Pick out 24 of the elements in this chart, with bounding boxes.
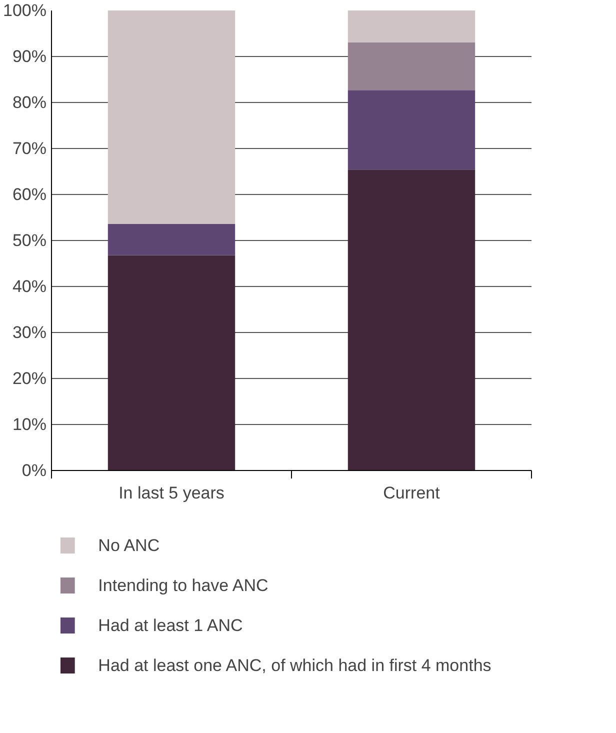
legend-label: Intending to have ANC bbox=[98, 576, 268, 595]
bar bbox=[348, 42, 476, 90]
bar bbox=[108, 255, 236, 470]
bar bbox=[348, 170, 476, 470]
y-tick-label: 30% bbox=[12, 323, 47, 342]
y-tick-label: 0% bbox=[22, 461, 47, 480]
y-tick-label: 90% bbox=[12, 47, 47, 66]
bar bbox=[348, 90, 476, 170]
bar bbox=[108, 10, 236, 224]
legend-label: Had at least 1 ANC bbox=[98, 616, 243, 635]
y-tick-label: 100% bbox=[3, 1, 47, 20]
bar bbox=[108, 224, 236, 256]
y-tick-label: 80% bbox=[12, 93, 47, 112]
y-tick-label: 60% bbox=[12, 185, 47, 204]
x-tick-label: Current bbox=[383, 484, 440, 502]
bar bbox=[348, 10, 476, 42]
x-tick-label: In last 5 years bbox=[118, 484, 224, 502]
legend-label: No ANC bbox=[98, 536, 160, 555]
legend-label: Had at least one ANC, of which had in first 4 months bbox=[98, 656, 492, 675]
y-tick-label: 70% bbox=[12, 139, 47, 158]
y-tick-label: 50% bbox=[12, 231, 47, 250]
y-tick-label: 10% bbox=[12, 415, 47, 434]
y-tick-label: 40% bbox=[12, 277, 47, 296]
y-tick-label: 20% bbox=[12, 369, 47, 388]
